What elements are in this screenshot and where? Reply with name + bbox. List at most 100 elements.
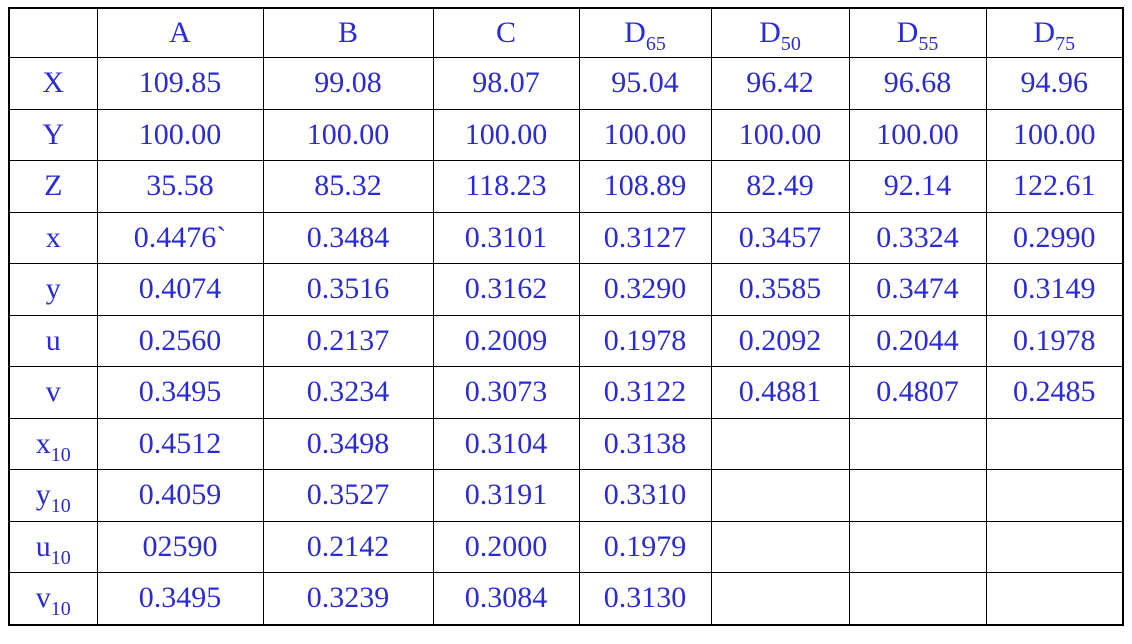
cell: 0.3122 [578,366,712,419]
empty-cell [985,572,1124,625]
cell: 0.3495 [96,366,264,419]
cell: 0.3239 [262,572,434,625]
table-row: Z 35.58 85.32 118.23 108.89 82.49 92.14 122.61 [8,160,1124,213]
cell: 0.3310 [578,469,712,522]
label-subscript: 10 [50,598,71,621]
label-text: x [45,220,61,254]
cell: 0.3527 [262,469,434,522]
label-text: y [35,478,51,512]
label-text: u [45,323,61,357]
row-header: y [8,263,98,316]
cell: 0.1978 [578,314,712,367]
row-header: Y [8,108,98,161]
cell: 0.2000 [432,520,580,573]
cell: 02590 [96,520,264,573]
label-subscript: 65 [645,33,666,55]
row-header: y10 [8,469,98,522]
cell: 0.3162 [432,263,580,316]
row-header: u [8,314,98,367]
cell: 0.3516 [262,263,434,316]
cell: 0.3234 [262,366,434,419]
table-row: v10 0.3495 0.3239 0.3084 0.3130 [8,572,1124,625]
cell: 0.3585 [710,263,850,316]
label-text: C [495,16,516,49]
cell: 100.00 [848,108,987,161]
label-subscript: 55 [918,33,939,55]
row-header: x10 [8,417,98,470]
label-subscript: 10 [50,443,71,466]
cell: 94.96 [985,57,1124,110]
label-text: D [759,16,781,49]
label-text: D [624,16,646,49]
cell: 0.4881 [710,366,850,419]
cell: 95.04 [578,57,712,110]
cell: 100.00 [985,108,1124,161]
cell: 82.49 [710,160,850,213]
label-text: A [169,16,191,49]
column-header: D65 [578,7,712,58]
cell: 0.3498 [262,417,434,470]
header-row: A B C D65 D50 D55 D75 [8,7,1124,58]
cell: 0.2137 [262,314,434,367]
cell: 0.3138 [578,417,712,470]
cell: 35.58 [96,160,264,213]
table-row: u10 02590 0.2142 0.2000 0.1979 [8,520,1124,573]
table-row: y 0.4074 0.3516 0.3162 0.3290 0.3585 0.3474 0.3… [8,263,1124,316]
cell: 0.2990 [985,211,1124,264]
label-text: Z [44,169,63,203]
cell: 0.3290 [578,263,712,316]
row-header: v10 [8,572,98,625]
label-subscript: 10 [50,546,71,569]
cell: 98.07 [432,57,580,110]
column-header: D50 [710,7,850,58]
label-text: X [42,66,65,100]
cell: 108.89 [578,160,712,213]
cell: 100.00 [262,108,434,161]
label-subscript: 10 [50,495,71,518]
cell: 100.00 [710,108,850,161]
empty-cell [848,417,987,470]
cell: 0.1979 [578,520,712,573]
cell: 109.85 [96,57,264,110]
cell: 0.4074 [96,263,264,316]
table-row: Y 100.00 100.00 100.00 100.00 100.00 100.00 100… [8,108,1124,161]
empty-cell [985,417,1124,470]
empty-cell [710,469,850,522]
table-row: x10 0.4512 0.3498 0.3104 0.3138 [8,417,1124,470]
cell: 96.68 [848,57,987,110]
cell: 0.3484 [262,211,434,264]
label-text: D [1033,16,1056,49]
column-header: A [96,7,264,58]
label-text: x [35,426,51,460]
cell: 0.4807 [848,366,987,419]
cell: 0.4512 [96,417,264,470]
cell: 0.3130 [578,572,712,625]
table-row: x 0.4476` 0.3484 0.3101 0.3127 0.3457 0.3324 0.… [8,211,1124,264]
label-text: B [337,16,358,49]
cell: 0.3104 [432,417,580,470]
label-text: u [35,529,51,563]
cell: 100.00 [96,108,264,161]
label-subscript: 75 [1055,33,1076,55]
cell: 0.2485 [985,366,1124,419]
empty-cell [985,469,1124,522]
cell: 0.2560 [96,314,264,367]
row-header: u10 [8,520,98,573]
empty-cell [848,520,987,573]
cell: 100.00 [432,108,580,161]
column-header: D55 [848,7,987,58]
cell: 0.2009 [432,314,580,367]
cell: 99.08 [262,57,434,110]
label-subscript: 50 [780,33,801,55]
cell: 0.3324 [848,211,987,264]
cell: 0.2092 [710,314,850,367]
empty-cell [710,520,850,573]
cell: 122.61 [985,160,1124,213]
cell: 0.3127 [578,211,712,264]
cell: 85.32 [262,160,434,213]
label-text: Y [42,117,65,151]
cell: 118.23 [432,160,580,213]
corner-cell [8,7,98,58]
table-row: X 109.85 99.08 98.07 95.04 96.42 96.68 94.96 [8,57,1124,110]
cell: 0.3495 [96,572,264,625]
